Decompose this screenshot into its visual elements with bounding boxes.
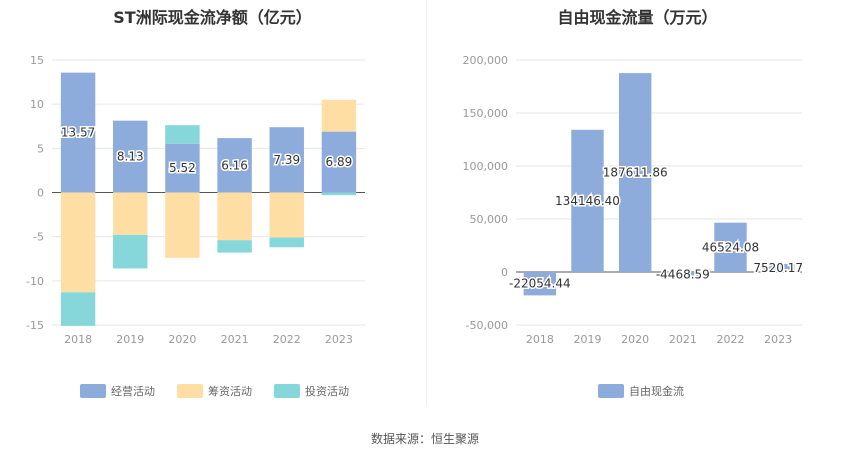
left-legend: 经营活动 筹资活动 投资活动 bbox=[80, 383, 349, 399]
right-y-tick-label: 200,000 bbox=[463, 54, 509, 67]
left-bar-financing bbox=[321, 99, 357, 132]
left-bar-investing bbox=[113, 234, 148, 269]
left-bar-investing bbox=[217, 240, 252, 253]
legend-label-investing: 投资活动 bbox=[305, 385, 349, 398]
legend-item-financing[interactable]: 筹资活动 bbox=[177, 383, 252, 399]
data-source-note: 数据来源：恒生聚源 bbox=[370, 432, 479, 446]
right-bar-fcf bbox=[714, 222, 747, 272]
right-x-tick-label: 2023 bbox=[764, 333, 792, 346]
right-y-tick-label: 50,000 bbox=[470, 213, 509, 226]
right-legend: 自由现金流 bbox=[598, 383, 684, 399]
left-y-tick-label: 10 bbox=[30, 98, 44, 111]
left-bar-operating bbox=[113, 120, 148, 193]
left-y-tick-label: -5 bbox=[33, 231, 44, 244]
legend-label-financing: 筹资活动 bbox=[208, 385, 252, 398]
left-y-tick-label: 0 bbox=[37, 187, 44, 200]
left-chart-title: ST洲际现金流净额（亿元） bbox=[113, 8, 312, 27]
left-bar-financing bbox=[113, 192, 148, 235]
right-chart-free-cash-flow: 200,000 150,000 100,000 50,000 0 -50,000 2018 2… bbox=[463, 54, 805, 346]
left-data-label: 6.16 bbox=[221, 158, 248, 172]
left-bar-operating bbox=[321, 131, 357, 193]
right-data-label: 46524.08 bbox=[702, 240, 759, 254]
right-x-tick-label: 2019 bbox=[574, 333, 602, 346]
legend-label-fcf: 自由现金流 bbox=[629, 385, 684, 398]
legend-swatch-fcf bbox=[598, 384, 624, 398]
right-bar-fcf bbox=[523, 272, 557, 296]
right-x-tick-label: 2020 bbox=[621, 333, 649, 346]
left-y-tick-label: -15 bbox=[26, 319, 44, 332]
right-bar-fcf bbox=[761, 264, 795, 272]
legend-item-investing[interactable]: 投资活动 bbox=[274, 383, 349, 399]
left-x-tick-label: 2023 bbox=[325, 333, 353, 346]
right-x-tick-label: 2022 bbox=[717, 333, 745, 346]
left-x-tick-label: 2021 bbox=[221, 333, 249, 346]
right-y-tick-label: 150,000 bbox=[463, 107, 509, 120]
left-bar-investing bbox=[60, 292, 96, 326]
left-bar-investing bbox=[269, 237, 304, 248]
right-bar-fcf bbox=[618, 73, 652, 272]
left-chart-cash-flow: 15 10 5 0 -5 -10 -15 2018 2019 2020 2021 2022 2023 13… bbox=[26, 54, 365, 346]
left-x-tick-label: 2019 bbox=[116, 333, 144, 346]
left-data-label: 8.13 bbox=[117, 150, 144, 164]
left-y-tick-label: -10 bbox=[26, 275, 44, 288]
left-data-label: 5.52 bbox=[169, 161, 196, 175]
left-bar-financing bbox=[217, 192, 252, 241]
right-x-tick-label: 2021 bbox=[669, 333, 697, 346]
left-bar-financing bbox=[269, 192, 304, 238]
left-x-tick-label: 2018 bbox=[64, 333, 92, 346]
left-bar-financing bbox=[60, 192, 96, 293]
right-x-tick-label: 2018 bbox=[526, 333, 554, 346]
right-bar-fcf bbox=[571, 129, 604, 272]
left-data-label: 7.39 bbox=[273, 153, 300, 167]
legend-swatch-operating bbox=[80, 384, 106, 398]
left-y-tick-label: 5 bbox=[37, 142, 44, 155]
legend-label-operating: 经营活动 bbox=[111, 385, 155, 398]
legend-swatch-investing bbox=[274, 384, 300, 398]
left-bar-operating bbox=[217, 138, 252, 193]
left-bar-investing bbox=[321, 192, 357, 196]
right-data-label: -4468.59 bbox=[656, 267, 710, 281]
right-chart-title: 自由现金流量（万元） bbox=[557, 8, 718, 27]
left-bar-financing bbox=[165, 192, 200, 258]
left-data-label: 13.57 bbox=[61, 126, 95, 140]
left-x-tick-label: 2022 bbox=[273, 333, 301, 346]
left-x-tick-label: 2020 bbox=[168, 333, 196, 346]
left-bar-operating bbox=[165, 143, 200, 193]
right-y-tick-label: 0 bbox=[501, 266, 508, 279]
left-bar-operating bbox=[60, 72, 96, 193]
right-data-label: 134146.40 bbox=[555, 194, 620, 208]
right-data-label: 187611.86 bbox=[603, 166, 668, 180]
chart-divider bbox=[426, 0, 427, 405]
right-bar-fcf bbox=[666, 272, 700, 277]
left-bar-investing bbox=[165, 125, 200, 144]
legend-swatch-financing bbox=[177, 384, 203, 398]
left-bar-operating bbox=[269, 127, 304, 193]
right-data-label: 7520.17 bbox=[753, 261, 803, 275]
right-data-label: -22054.44 bbox=[509, 277, 571, 291]
right-y-tick-label: -50,000 bbox=[466, 319, 508, 332]
left-data-label: 6.89 bbox=[326, 155, 353, 169]
legend-item-operating[interactable]: 经营活动 bbox=[80, 383, 155, 399]
legend-item-fcf[interactable]: 自由现金流 bbox=[598, 383, 684, 399]
right-y-tick-label: 100,000 bbox=[463, 160, 509, 173]
left-y-tick-label: 15 bbox=[30, 54, 44, 67]
